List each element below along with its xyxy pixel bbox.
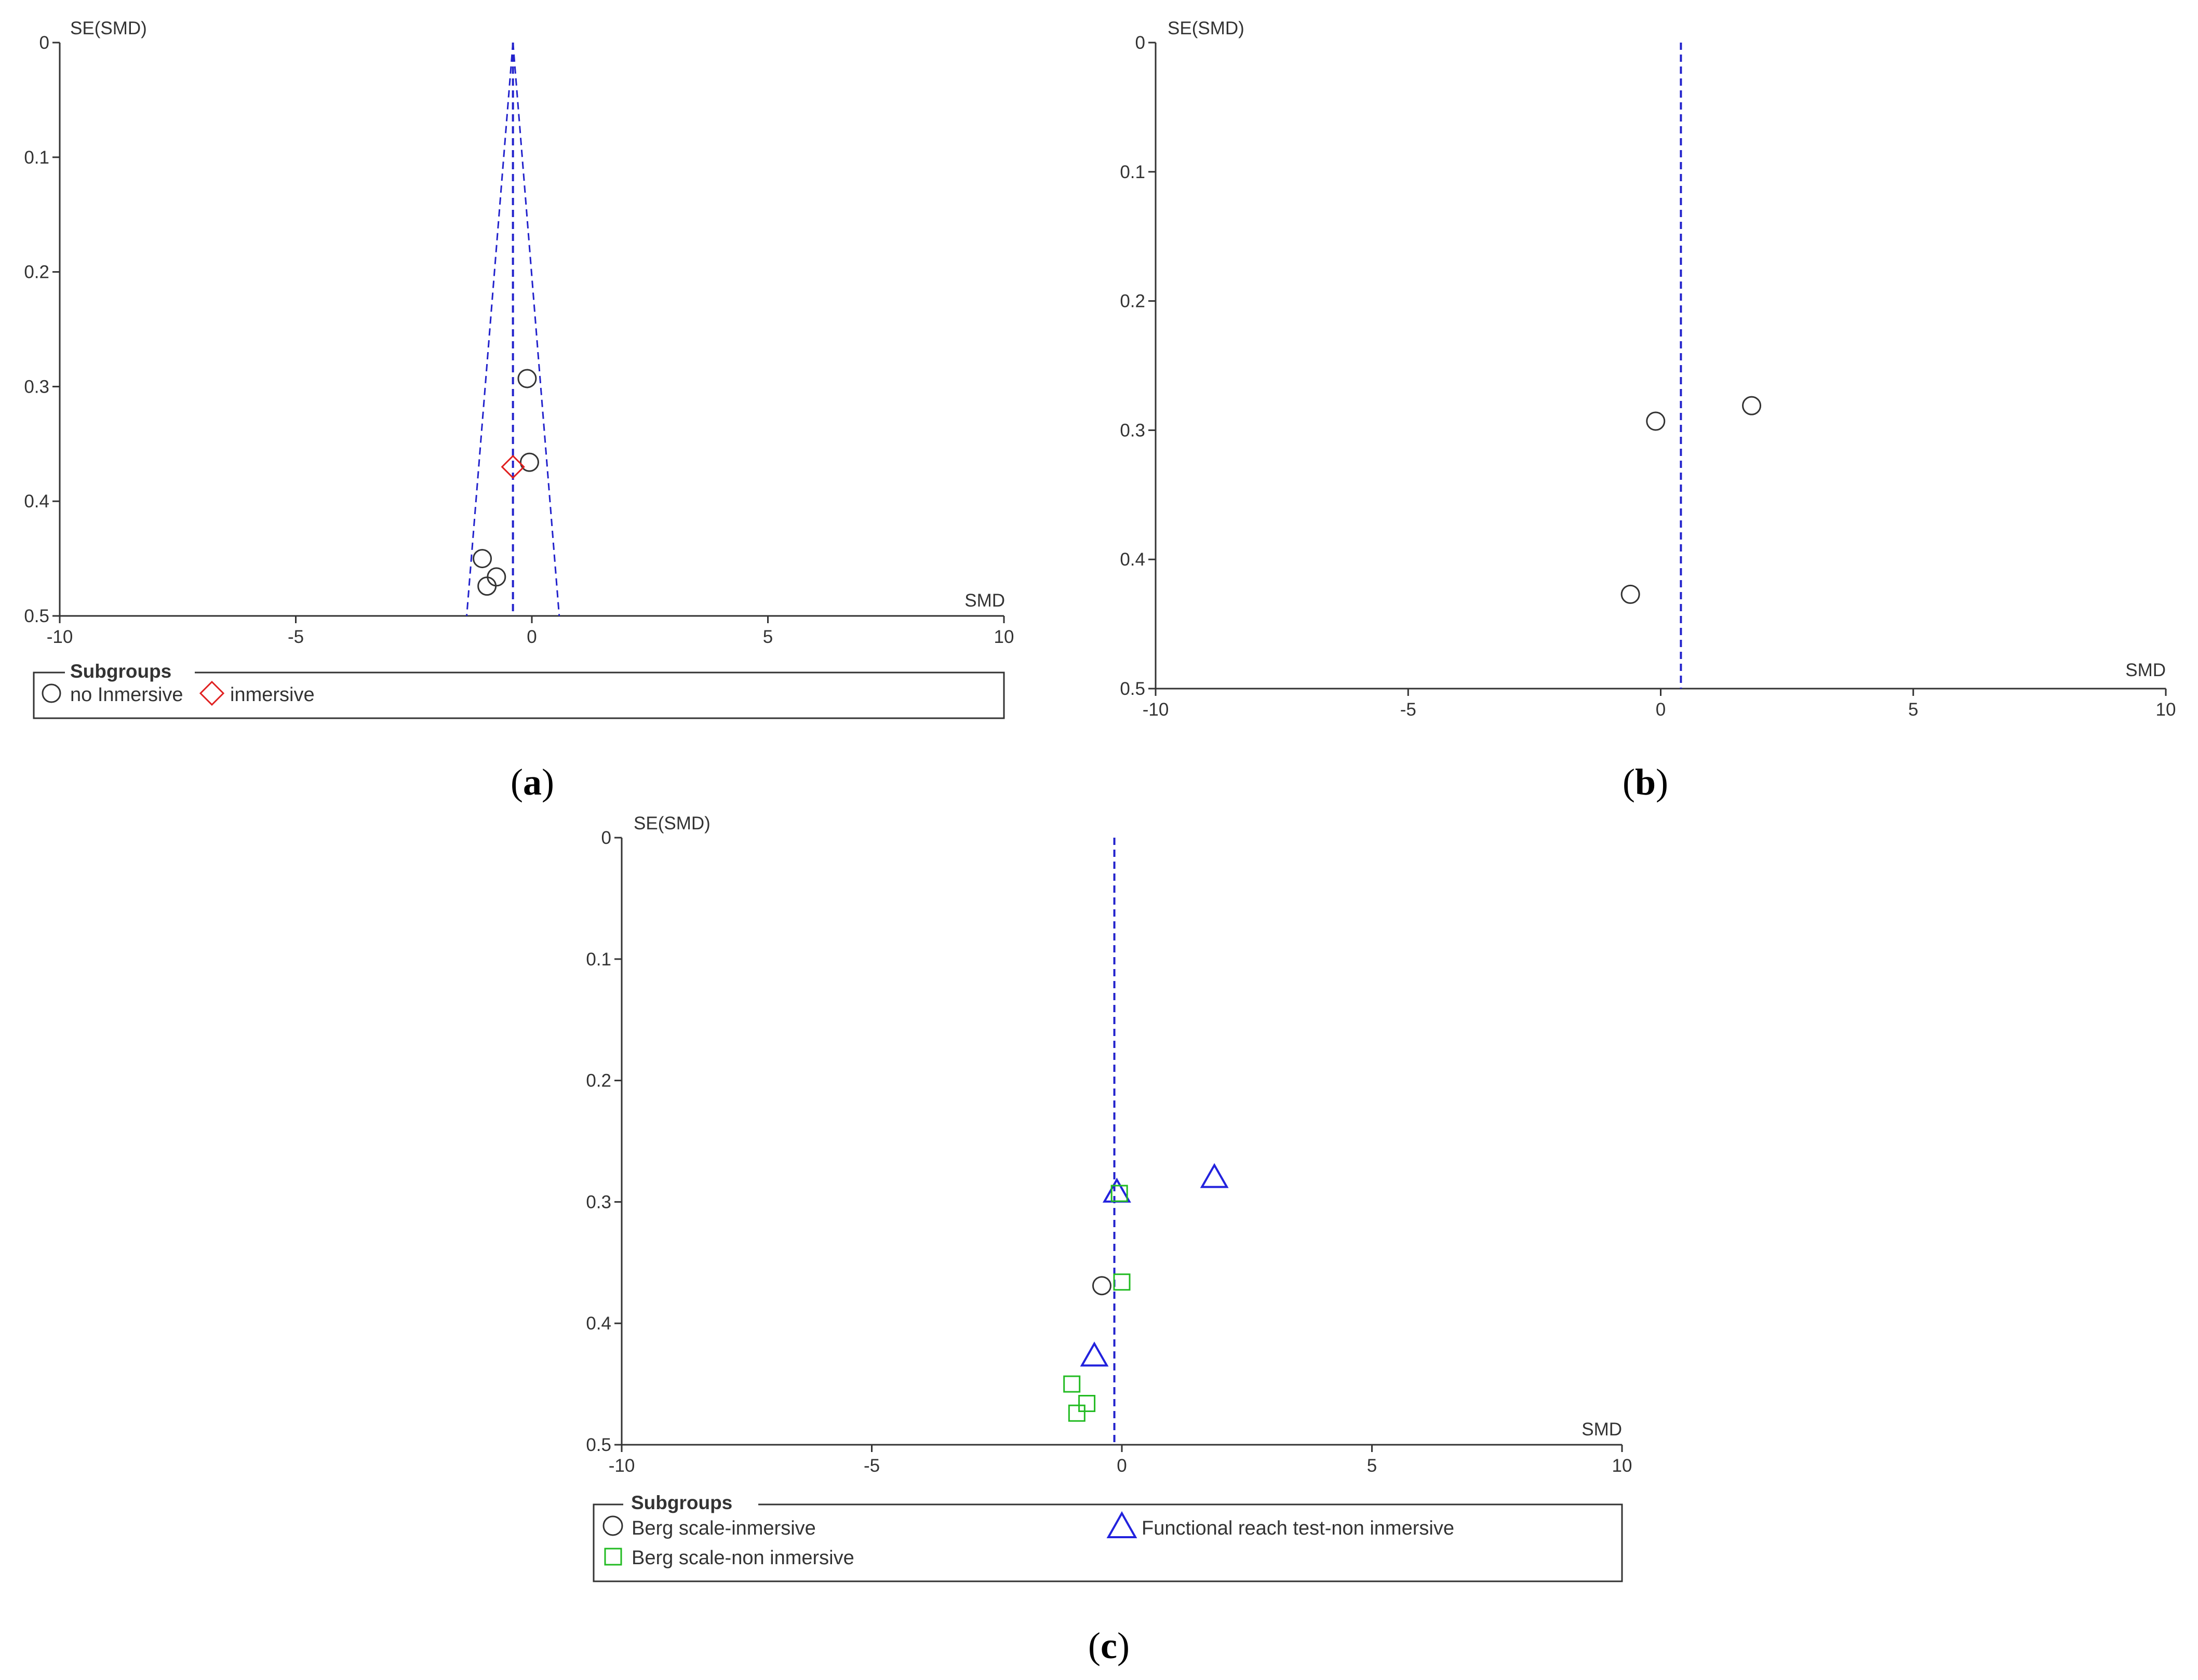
data-point-triangle <box>1200 1163 1229 1188</box>
legend-title-bg <box>65 661 195 681</box>
funnel-lower-bound-line <box>466 42 514 616</box>
panel-label-a: (a) <box>511 761 554 803</box>
y-tick-label: 0.4 <box>586 1313 611 1334</box>
legend-marker-circle <box>42 683 61 703</box>
data-point-circle <box>517 369 537 388</box>
data-point-circle <box>477 576 497 596</box>
x-axis-title: SMD <box>2125 660 2166 680</box>
legend-box <box>33 671 1005 719</box>
x-tick-label: 5 <box>763 627 773 647</box>
legend-item-functional-reach: Functional reach test-non inmersive <box>1142 1517 1454 1539</box>
data-point-square <box>1110 1185 1128 1202</box>
y-tick-label: 0 <box>1135 33 1145 53</box>
data-point-square <box>1113 1273 1131 1291</box>
y-tick-label: 0.3 <box>24 377 49 397</box>
funnel-plot-c: SE(SMD) SMD 0 0.1 0.2 0.3 0.4 0.5-10 -5 0 5 10 Su… <box>586 813 1632 1666</box>
x-tick-label: -5 <box>864 1456 880 1476</box>
y-tick-label: 0.2 <box>24 262 49 283</box>
x-tick-label: 0 <box>1117 1456 1127 1476</box>
y-tick-label: 0.4 <box>24 491 49 512</box>
y-tick-label: 0 <box>39 33 49 53</box>
y-tick-label: 0.4 <box>1120 549 1145 570</box>
legend-marker-triangle <box>1106 1511 1137 1538</box>
data-point-circle <box>1620 584 1640 604</box>
x-tick-label: 10 <box>1612 1456 1632 1476</box>
x-tick-label: 0 <box>527 627 537 647</box>
data-point-circle <box>1646 411 1666 431</box>
x-tick-label: 5 <box>1367 1456 1377 1476</box>
legend-item-inmersive: inmersive <box>230 684 315 706</box>
y-tick-label: 0.3 <box>1120 420 1145 440</box>
x-tick-label: 5 <box>1908 700 1918 720</box>
data-point-circle <box>487 567 506 587</box>
legend-item-no-inmersive: no Inmersive <box>70 684 183 706</box>
legend-title: Subgroups <box>631 1492 732 1513</box>
legend-marker-circle <box>602 1515 623 1536</box>
legend-box <box>593 1503 1623 1582</box>
y-tick-label: 0.5 <box>1120 679 1145 699</box>
legend-title-bg <box>623 1491 758 1512</box>
data-point-square <box>1063 1375 1081 1393</box>
funnel-upper-bound-line <box>512 42 560 616</box>
y-tick-label: 0.2 <box>1120 291 1145 312</box>
plot-marks: 0 0.1 0.2 0.3 0.4 0.5-10 -5 0 5 10 <box>586 828 1632 1476</box>
y-tick-label: 0.2 <box>586 1071 611 1091</box>
data-point-circle <box>1742 396 1762 415</box>
x-tick-label: -10 <box>1143 700 1169 720</box>
funnel-plot-b: SE(SMD) SMD 0 0.1 0.2 0.3 0.4 0.5-10 -5 0 5 10 (b… <box>1120 18 2176 803</box>
y-tick-label: 0.5 <box>586 1435 611 1455</box>
legend-marker-square <box>604 1548 622 1566</box>
x-tick-label: 0 <box>1656 700 1666 720</box>
x-tick-label: -5 <box>288 627 304 647</box>
y-axis-title: SE(SMD) <box>634 813 711 834</box>
data-point-triangle <box>1102 1177 1131 1203</box>
data-point-diamond <box>501 454 525 479</box>
legend-item-berg-non-inmersive: Berg scale-non inmersive <box>632 1547 854 1569</box>
x-tick-label: -10 <box>47 627 73 647</box>
y-tick-label: 0.3 <box>586 1192 611 1212</box>
legend: Subgroups Berg scale-inmersive Functiona… <box>593 1491 1623 1582</box>
data-point-circle <box>519 452 539 472</box>
data-point-square <box>1078 1395 1096 1413</box>
y-tick-label: 0.1 <box>586 949 611 970</box>
y-tick-label: 0.1 <box>24 147 49 168</box>
x-tick-label: 10 <box>2156 700 2176 720</box>
data-point-circle <box>473 549 492 569</box>
y-axis-title: SE(SMD) <box>1168 18 1244 38</box>
y-tick-label: 0.5 <box>24 606 49 626</box>
funnel-plot-a: SE(SMD) SMD 0 0.1 0.2 0.3 0.4 0.5-10 -5 0 5 10 Su… <box>24 18 1014 803</box>
x-axis-title: SMD <box>964 590 1005 611</box>
legend-title: Subgroups <box>70 661 171 682</box>
panel-label-b: (b) <box>1623 761 1668 803</box>
legend-marker-diamond <box>199 680 225 706</box>
plot-marks: 0 0.1 0.2 0.3 0.4 0.5-10 -5 0 5 10 <box>1120 33 2176 720</box>
x-tick-label: 10 <box>994 627 1014 647</box>
data-point-square <box>1068 1404 1085 1422</box>
y-axis-title: SE(SMD) <box>70 18 147 38</box>
x-tick-label: -10 <box>609 1456 635 1476</box>
data-point-circle <box>1092 1276 1111 1296</box>
plot-marks: 0 0.1 0.2 0.3 0.4 0.5-10 -5 0 5 10 <box>24 33 1014 647</box>
y-tick-label: 0.1 <box>1120 162 1145 182</box>
legend-item-berg-inmersive: Berg scale-inmersive <box>632 1517 816 1539</box>
x-axis-title: SMD <box>1582 1419 1622 1440</box>
legend: Subgroups no Inmersive inmersive <box>33 661 1005 719</box>
y-tick-label: 0 <box>601 828 611 848</box>
x-tick-label: -5 <box>1400 700 1416 720</box>
panel-label-c: (c) <box>1088 1625 1130 1666</box>
data-point-triangle <box>1080 1341 1109 1367</box>
